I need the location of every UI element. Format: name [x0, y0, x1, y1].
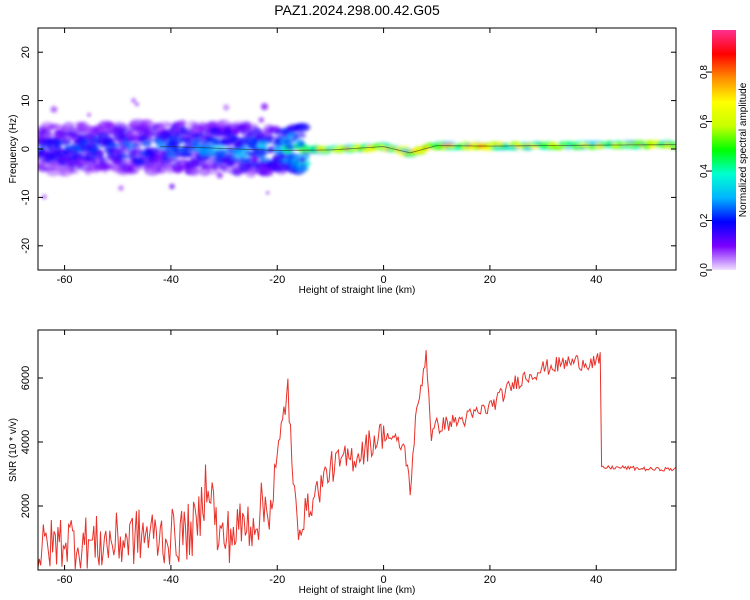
heatmap-cell — [258, 117, 265, 123]
heatmap-cell — [87, 113, 91, 117]
snr-axes: -60 -40 -20 0 20 40 2000 4000 6000 — [20, 330, 676, 586]
spectrogram-xlabel: Height of straight line (km) — [299, 285, 416, 296]
heatmap-cell — [666, 141, 676, 145]
x-tick-label: -40 — [163, 274, 179, 286]
heatmap-cell — [522, 146, 534, 151]
x-tick-label: -60 — [57, 274, 73, 286]
heatmap-cell — [295, 122, 311, 132]
heatmap-cell — [62, 121, 75, 131]
colorbar-label: Normalized spectral amplitude — [738, 82, 749, 217]
colorbar-tick-label: 0.4 — [699, 164, 710, 178]
y-tick-label: -20 — [20, 238, 32, 254]
heatmap-cell — [132, 148, 142, 157]
x-tick-label: 20 — [484, 574, 496, 586]
heatmap-cell — [180, 152, 193, 158]
colorbar-tick-label: 0.0 — [699, 263, 710, 277]
heatmap-cell — [361, 148, 371, 153]
heatmap-cell — [72, 169, 80, 175]
heatmap-blobs — [38, 98, 676, 199]
heatmap-cell — [266, 191, 270, 195]
heatmap-cell — [547, 141, 556, 146]
snr-line — [38, 350, 676, 570]
colorbar-tick-label: 0.8 — [699, 65, 710, 79]
heatmap-cell — [298, 139, 306, 149]
colorbar-ticks: 0.0 0.2 0.4 0.6 0.8 — [699, 65, 712, 277]
heatmap-cell — [295, 165, 309, 173]
heatmap-cell — [249, 166, 256, 175]
y-tick-label: 2000 — [20, 494, 32, 518]
heatmap-cell — [134, 102, 139, 107]
figure-title: PAZ1.2024.298.00.42.G05 — [274, 2, 440, 18]
x-tick-label: 0 — [381, 274, 387, 286]
heatmap-cell — [267, 146, 275, 154]
colorbar: 0.0 0.2 0.4 0.6 0.8 Normalized spectral ampl… — [699, 30, 749, 277]
ridge-outline — [160, 144, 676, 154]
heatmap-cell — [131, 98, 137, 103]
snr-frame — [37, 329, 677, 571]
heatmap-cell — [242, 122, 251, 131]
heatmap-cell — [50, 105, 58, 113]
heatmap-cell — [209, 123, 217, 128]
spectrogram-panel: -60 -40 -20 0 20 40 -20 -10 0 10 20 Height of stra… — [8, 27, 677, 296]
heatmap-cell — [140, 119, 154, 127]
snr-ylabel: SNR (10 * v/v) — [8, 418, 19, 482]
snr-xlabel: Height of straight line (km) — [299, 585, 416, 596]
heatmap-cell — [117, 153, 132, 160]
colorbar-tick-label: 0.6 — [699, 114, 710, 128]
heatmap-cell — [187, 167, 201, 177]
y-tick-label: 0 — [20, 146, 32, 152]
x-tick-label: 0 — [381, 574, 387, 586]
spectrogram-axes: -60 -40 -20 0 20 40 -20 -10 0 10 20 — [20, 28, 676, 286]
x-tick-label: -40 — [163, 574, 179, 586]
x-tick-label: 20 — [484, 274, 496, 286]
x-tick-label: 40 — [590, 274, 602, 286]
x-tick-label: -60 — [57, 574, 73, 586]
y-tick-label: 20 — [20, 46, 32, 58]
heatmap-cell — [131, 142, 143, 149]
x-tick-label: -20 — [269, 574, 285, 586]
heatmap-cell — [293, 131, 306, 139]
heatmap-cell — [42, 194, 47, 199]
spectrogram-ylabel: Frequency (Hz) — [8, 115, 19, 184]
heatmap-cell — [223, 104, 230, 111]
heatmap-cell — [383, 143, 393, 148]
heatmap-cell — [46, 167, 61, 177]
heatmap-cell — [96, 150, 105, 156]
y-tick-label: 10 — [20, 94, 32, 106]
heatmap-cell — [51, 124, 60, 130]
heatmap-cell — [251, 155, 259, 164]
heatmap-cell — [260, 103, 269, 111]
heatmap-cell — [177, 119, 187, 126]
heatmap-cell — [118, 185, 124, 191]
heatmap-cell — [128, 121, 143, 126]
heatmap-cell — [221, 167, 230, 173]
snr-panel: -60 -40 -20 0 20 40 2000 4000 6000 Height of str… — [8, 329, 677, 596]
y-tick-label: 4000 — [20, 430, 32, 454]
heatmap-cells — [38, 98, 676, 199]
heatmap-cell — [299, 156, 306, 163]
heatmap-cell — [668, 145, 676, 150]
heatmap-cell — [141, 134, 148, 140]
heatmap-cell — [165, 158, 177, 163]
x-tick-label: -20 — [269, 274, 285, 286]
x-tick-label: 40 — [590, 574, 602, 586]
colorbar-ramp — [712, 30, 736, 270]
y-tick-label: -10 — [20, 189, 32, 205]
heatmap-cell — [105, 140, 117, 150]
colorbar-tick-label: 0.2 — [699, 213, 710, 227]
heatmap-cell — [216, 172, 223, 179]
heatmap-cell — [169, 183, 175, 190]
y-tick-label: 6000 — [20, 366, 32, 390]
heatmap-cell — [141, 141, 152, 148]
heatmap-cell — [258, 172, 274, 177]
snr-plot-area — [38, 330, 676, 570]
